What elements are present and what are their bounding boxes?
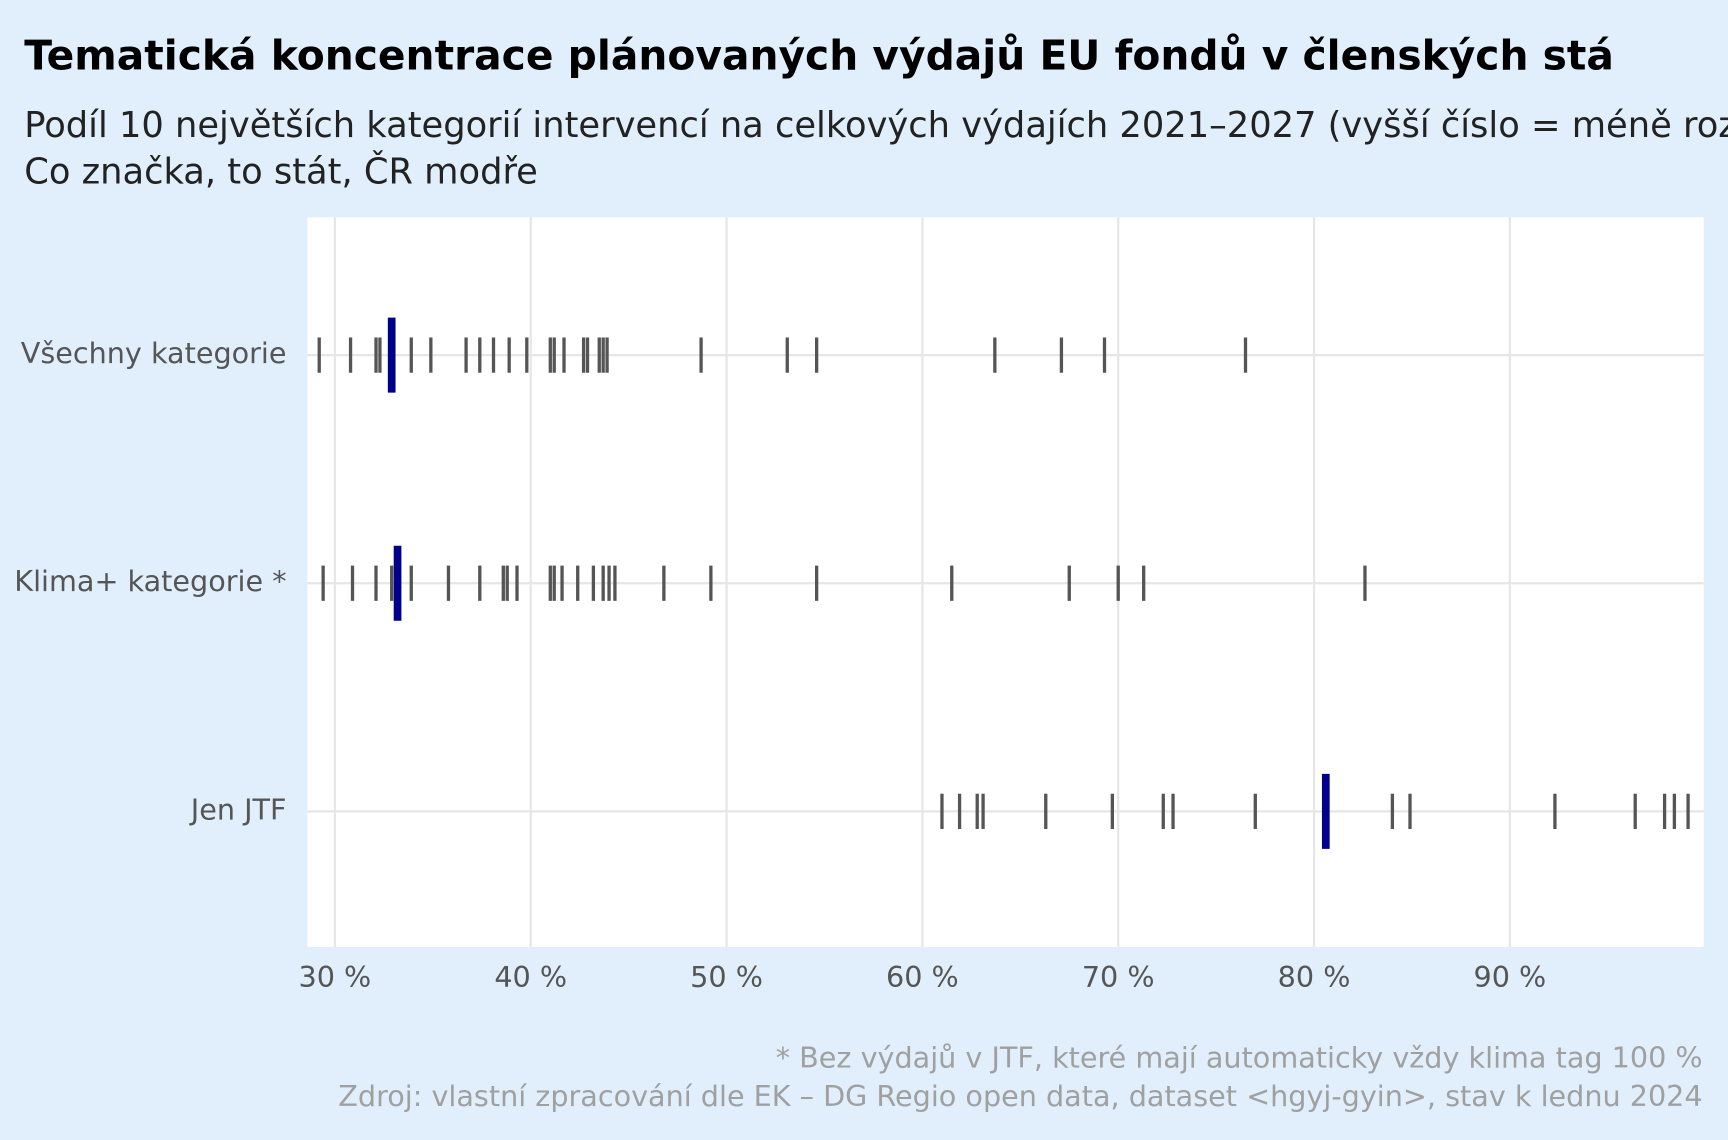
y-tick-label: Všechny kategorie	[21, 336, 287, 370]
source-note: Zdroj: vlastní zpracování dle EK – DG Re…	[338, 1079, 1702, 1113]
chart-subtitle: Co značka, to stát, ČR modře	[24, 150, 538, 192]
chart-title: Tematická koncentrace plánovaných výdajů…	[24, 32, 1614, 80]
chart-subtitle: Podíl 10 největších kategorií intervencí…	[24, 105, 1728, 146]
grid	[307, 217, 1704, 947]
x-tick-label: 60 %	[886, 960, 959, 994]
y-tick-label: Jen JTF	[189, 792, 287, 826]
x-tick-label: 50 %	[690, 960, 763, 994]
y-tick-label: Klima+ kategorie *	[14, 564, 286, 598]
x-tick-label: 90 %	[1473, 960, 1546, 994]
marks	[317, 317, 1690, 849]
x-tick-label: 70 %	[1082, 960, 1155, 994]
x-tick-label: 40 %	[494, 960, 567, 994]
x-tick-label: 30 %	[299, 960, 372, 994]
x-tick-label: 80 %	[1278, 960, 1351, 994]
footnote: * Bez výdajů v JTF, které mají automatic…	[776, 1040, 1703, 1074]
